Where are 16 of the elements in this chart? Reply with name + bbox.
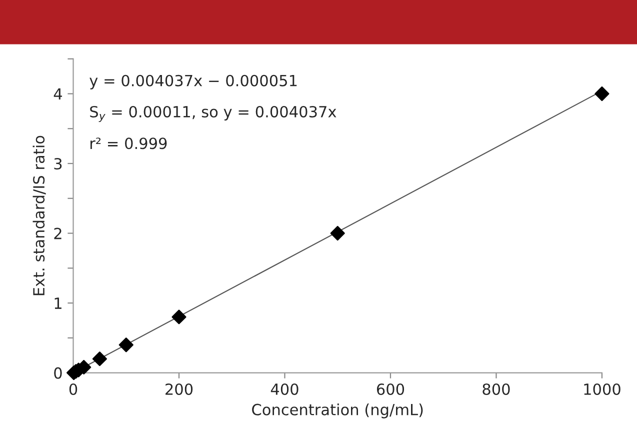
y-tick-label: 3 xyxy=(54,158,62,170)
x-tick-label: 200 xyxy=(166,383,193,396)
y-tick-label: 4 xyxy=(54,88,62,100)
y-tick-label: 2 xyxy=(54,228,62,240)
y-tick-label: 1 xyxy=(54,298,62,309)
x-tick-label: 800 xyxy=(482,383,510,396)
annotation: y = 0.004037x − 0.000051 xyxy=(90,74,297,90)
x-tick-label: 1000 xyxy=(584,383,620,396)
x-tick-label: 600 xyxy=(376,383,404,396)
annotation: r² = 0.999 xyxy=(90,138,167,150)
annotation: S$_{y}$ = 0.00011, so y = 0.004037x xyxy=(90,106,336,122)
x-tick-label: 400 xyxy=(270,383,298,396)
x-axis-title: Concentration (ng/mL) xyxy=(252,404,423,418)
x-tick-label: 0 xyxy=(69,383,78,396)
y-axis-title: Ext. standard/IS ratio xyxy=(32,136,46,296)
y-tick-label: 0 xyxy=(54,367,62,379)
